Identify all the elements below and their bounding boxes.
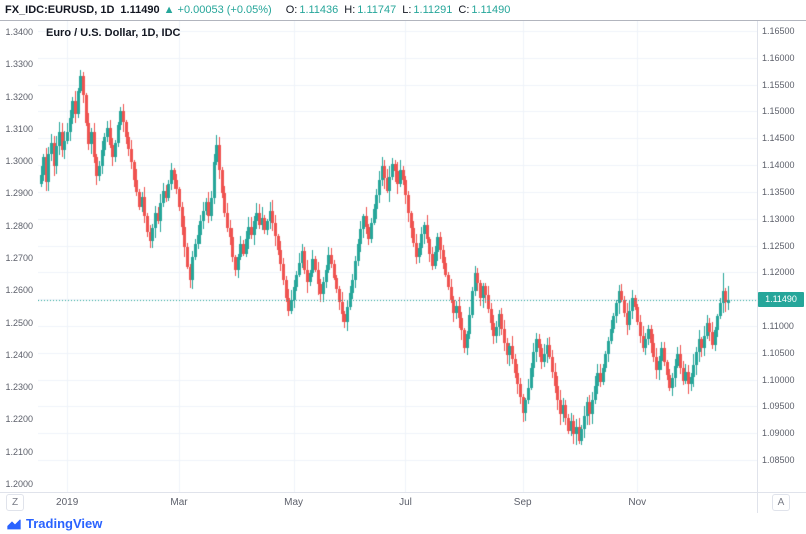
left-price-axis-label: 1.2700 (5, 253, 33, 263)
price-change: ▲ +0.00053 (+0.05%) (164, 4, 272, 16)
time-axis-label: Mar (170, 497, 188, 508)
left-price-axis-label: 1.2300 (5, 382, 33, 393)
time-axis-label: 2019 (56, 497, 79, 508)
left-price-axis-label: 1.2100 (5, 446, 33, 457)
left-price-axis-label: 1.3000 (5, 156, 33, 167)
symbol-name: FX_IDC:EURUSD, 1D (5, 4, 115, 16)
tradingview-logo-icon[interactable] (6, 516, 22, 532)
open-label: O: (285, 4, 298, 16)
up-arrow-icon: ▲ (163, 4, 175, 16)
time-axis-label: Sep (513, 497, 532, 508)
left-price-axis-label: 1.2800 (5, 220, 33, 231)
time-axis-separator (0, 492, 806, 493)
price-axis-separator (757, 21, 758, 514)
low-label: L: (402, 4, 412, 16)
symbol-info-bar: FX_IDC:EURUSD, 1D 1.11490 ▲ +0.00053 (+0… (0, 0, 806, 20)
price-axis-label: 1.10000 (762, 374, 795, 385)
price-axis-label: 1.16500 (762, 26, 795, 36)
change-value: +0.00053 (+0.05%) (177, 4, 272, 16)
left-price-axis-label: 1.2200 (5, 414, 33, 425)
price-axis-label: 1.15500 (762, 79, 795, 90)
current-price-label: 1.11490 (758, 291, 804, 307)
price-axis[interactable]: 1.11490 1.16500 1.16000 1.15500 1.15000 1.14… (758, 21, 806, 492)
price-axis-label: 1.13000 (762, 213, 795, 224)
price-axis-label: 1.15000 (762, 106, 795, 117)
price-axis-label: 1.09000 (762, 428, 795, 439)
high-value: 1.11747 (357, 4, 397, 16)
left-price-axis-label: 1.2900 (5, 188, 33, 199)
price-axis-label: 1.09500 (762, 401, 795, 412)
last-price: 1.11490 (120, 4, 160, 16)
left-price-axis-label: 1.3400 (5, 27, 33, 37)
left-price-axis-label: 1.2500 (5, 317, 33, 328)
left-price-axis-label: 1.3200 (5, 91, 33, 102)
price-axis-label: 1.11000 (762, 320, 794, 331)
close-value: 1.11490 (471, 4, 511, 16)
chart-legend: Euro / U.S. Dollar, 1D, IDC (46, 27, 181, 39)
open-value: 1.11436 (299, 4, 339, 16)
price-axis-label: 1.14500 (762, 133, 795, 144)
footer-bar: TradingView (0, 513, 806, 534)
tradingview-wordmark[interactable]: TradingView (26, 516, 103, 531)
price-axis-label: 1.16000 (762, 52, 795, 63)
high-label: H: (344, 4, 356, 16)
auto-scale-button[interactable]: A (772, 494, 790, 511)
left-price-axis[interactable]: 1.3400 1.3300 1.3200 1.3100 1.3000 1.2900 1.28… (0, 21, 36, 492)
left-price-axis-label: 1.3100 (5, 123, 33, 134)
time-axis[interactable]: Z A 2019 Mar May Jul Sep Nov (0, 493, 806, 514)
price-axis-label: 1.10500 (762, 347, 795, 358)
timezone-button[interactable]: Z (6, 494, 24, 511)
chart-area: Euro / U.S. Dollar, 1D, IDC 1.3400 1.3300… (0, 20, 806, 514)
price-axis-label: 1.08500 (762, 455, 795, 465)
left-price-axis-label: 1.2400 (5, 349, 33, 360)
price-axis-label: 1.12000 (762, 267, 795, 278)
left-price-axis-label: 1.2000 (5, 479, 33, 489)
price-axis-label: 1.12500 (762, 240, 795, 251)
time-axis-label: Nov (628, 497, 647, 508)
price-chart-canvas[interactable] (38, 21, 757, 492)
low-value: 1.11291 (413, 4, 453, 16)
close-label: C: (458, 4, 470, 16)
left-price-axis-label: 1.3300 (5, 59, 33, 70)
time-axis-label: Jul (399, 497, 412, 508)
time-axis-label: May (284, 497, 304, 508)
price-axis-label: 1.13500 (762, 186, 795, 197)
left-price-axis-label: 1.2600 (5, 285, 33, 296)
price-axis-label: 1.14000 (762, 160, 795, 171)
